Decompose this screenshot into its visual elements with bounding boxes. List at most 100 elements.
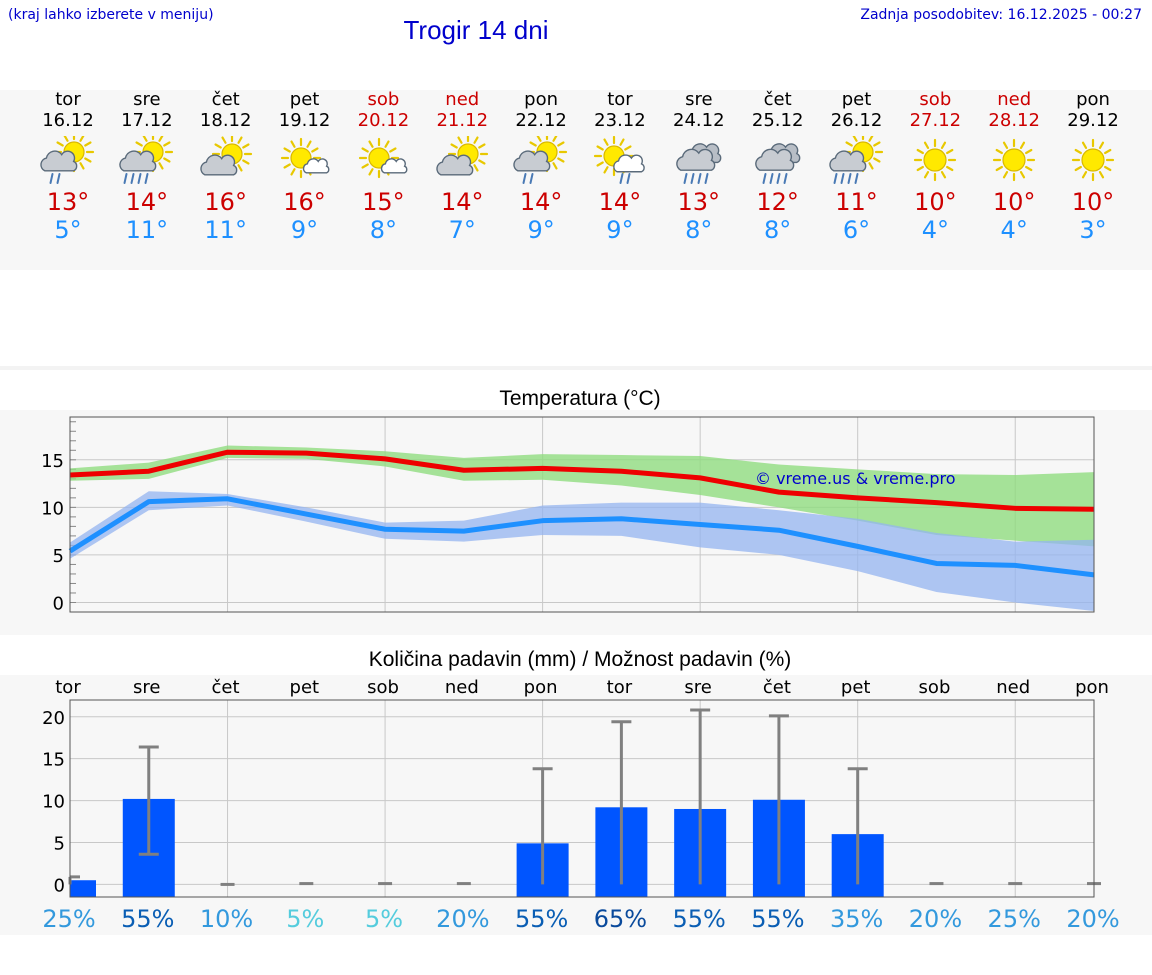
day-date: 29.12 [1067, 110, 1119, 131]
sun-cloud-rain-icon [40, 136, 95, 184]
precipitation-probability: 5% [286, 905, 324, 933]
precipitation-probability: 25% [42, 905, 95, 933]
precipitation-probability: 55% [672, 905, 725, 933]
y-tick-label: 0 [54, 875, 65, 896]
day-name: čet [211, 89, 240, 110]
x-category-label: pet [290, 677, 320, 698]
min-temperature: 8° [764, 216, 792, 244]
min-temperature: 9° [527, 216, 555, 244]
precipitation-probability: 5% [365, 905, 403, 933]
precipitation-probability: 55% [751, 905, 804, 933]
cloud-heavy-rain-icon [754, 143, 800, 184]
min-temperature: 7° [448, 216, 476, 244]
day-name: sob [367, 89, 400, 110]
tmax-line [69, 449, 1095, 512]
day-name: ned [445, 89, 480, 110]
min-temperature: 11° [204, 216, 247, 244]
day-date: 20.12 [357, 110, 410, 131]
day-date: 23.12 [594, 110, 646, 131]
temperature-chart-title: Temperatura (°C) [499, 387, 661, 410]
x-category-label: sre [684, 677, 711, 698]
day-date: 25.12 [751, 110, 804, 131]
y-tick-label: 20 [42, 708, 65, 729]
day-date: 16.12 [42, 110, 94, 131]
day-column: ned 28.12 10° 4° [974, 89, 1054, 245]
day-column: čet 18.12 16° 11° [186, 90, 266, 244]
sun-small-cloud-rain-icon [593, 136, 645, 184]
day-name: sob [919, 89, 952, 110]
x-category-label: pon [524, 677, 558, 698]
min-temperature: 11° [125, 216, 169, 244]
min-temperature: 9° [290, 216, 319, 244]
day-date: 19.12 [278, 110, 331, 131]
forecast-band [0, 90, 1152, 270]
x-category-label: tor [607, 677, 633, 698]
precipitation-chart-title: Količina padavin (mm) / Možnost padavin … [368, 648, 792, 671]
day-name: sre [133, 89, 161, 110]
tmax-range-band [70, 445, 1094, 547]
day-name: pon [524, 89, 559, 110]
day-column: ned 21.12 14° 7° [422, 90, 502, 244]
sun-cloud-heavy-rain-icon [119, 136, 173, 184]
watermark: © vreme.us & vreme.pro [755, 469, 956, 488]
precipitation-probability: 55% [121, 905, 174, 933]
precipitation-probability: 55% [515, 905, 568, 933]
y-tick-label: 10 [42, 792, 65, 813]
precipitation-probability: 10% [200, 905, 253, 933]
min-temperature: 8° [685, 216, 713, 244]
min-temperature: 4° [921, 216, 949, 244]
day-column: sre 24.12 13° 8° [659, 90, 739, 245]
max-temperature: 10° [1071, 188, 1115, 216]
day-column: tor 16.12 13° 5° [28, 90, 108, 244]
day-column: sre 17.12 14° 11° [107, 90, 187, 244]
page-title: Trogir 14 dni [403, 15, 549, 45]
day-name: čet [763, 89, 792, 110]
day-name: pet [289, 89, 320, 110]
plot-frame [69, 699, 1095, 898]
region-hint[interactable]: (kraj lahko izberete v meniju) [8, 7, 214, 23]
max-temperature: 14° [440, 188, 484, 216]
day-column: pet 26.12 11° 6° [817, 90, 897, 244]
day-date: 21.12 [436, 110, 489, 131]
day-column: pon 22.12 14° 9° [501, 90, 581, 244]
day-name: ned [997, 89, 1032, 110]
max-temperature: 15° [362, 188, 405, 216]
precipitation-bar [70, 880, 96, 897]
max-temperature: 16° [204, 188, 247, 216]
max-temperature: 13° [677, 188, 721, 216]
sun-small-cloud-icon [280, 137, 329, 179]
sun-icon [993, 138, 1036, 182]
y-tick-label: 15 [42, 750, 65, 771]
precipitation-probability: 20% [436, 905, 489, 933]
day-column: sob 20.12 15° 8° [343, 89, 423, 245]
x-category-label: sob [919, 677, 951, 698]
x-category-label: čet [763, 677, 791, 698]
min-temperature: 5° [54, 216, 82, 244]
day-date: 26.12 [830, 110, 883, 131]
sun-cloud-heavy-rain-icon [828, 136, 883, 184]
day-column: tor 23.12 14° 9° [580, 90, 660, 244]
day-column: čet 25.12 12° 8° [738, 89, 818, 245]
x-category-label: ned [445, 677, 479, 698]
x-category-label: pon [1075, 677, 1109, 698]
tmin-range-band [70, 491, 1094, 612]
day-column: sob 27.12 10° 4° [895, 89, 975, 245]
y-tick-label: 15 [41, 451, 64, 472]
plot-area [70, 700, 1094, 897]
y-tick-label: 5 [54, 834, 65, 855]
sun-small-cloud-icon [359, 137, 408, 179]
day-date: 22.12 [515, 110, 567, 131]
max-temperature: 16° [283, 188, 326, 216]
max-temperature: 10° [914, 188, 957, 216]
sun-cloud-icon [199, 136, 252, 176]
precipitation-probability: 65% [594, 905, 647, 933]
day-name: tor [55, 89, 81, 110]
sun-cloud-icon [436, 136, 489, 176]
max-temperature: 14° [125, 188, 169, 216]
sun-icon [914, 138, 957, 182]
precipitation-probability: 25% [988, 905, 1041, 933]
min-temperature: 6° [842, 216, 871, 244]
separator [0, 366, 1152, 370]
x-category-label: ned [996, 677, 1030, 698]
day-name: pon [1076, 89, 1110, 110]
